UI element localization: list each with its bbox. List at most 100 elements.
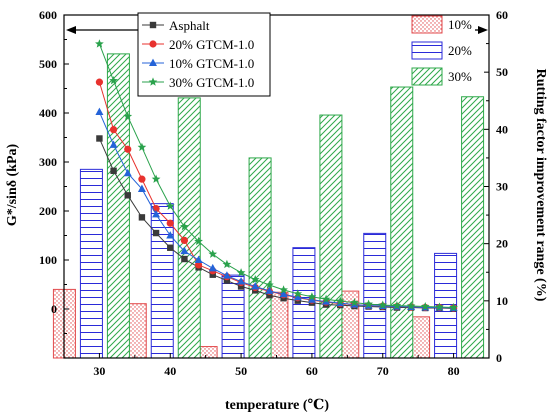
bar-30pct-80 xyxy=(461,96,485,359)
bar-20pct-70 xyxy=(363,232,387,359)
y-left-tick-label: 200 xyxy=(39,204,57,218)
legend-line-label: 30% GTCM-1.0 xyxy=(169,75,254,90)
x-axis-title: temperature (℃) xyxy=(225,398,329,413)
legend-marker xyxy=(149,58,157,66)
series-point xyxy=(279,285,288,294)
right-axis-arrow xyxy=(475,26,488,34)
legend-bar-label: 30% xyxy=(448,69,472,84)
y-left-tick-label: 400 xyxy=(39,106,57,120)
series-point xyxy=(180,246,189,255)
series-point xyxy=(251,282,260,290)
legend-lines: Asphalt 20% GTCM-1.0 10% GTCM-1.0 30% GTCM-… xyxy=(137,12,271,97)
series-point xyxy=(137,184,146,192)
y-left-tick-label: 0 xyxy=(51,302,57,316)
series-point xyxy=(293,289,303,298)
series-point xyxy=(124,145,132,153)
bar-30pct-70 xyxy=(390,86,414,359)
legend-marker xyxy=(148,77,158,86)
y-right-tick-label: 30 xyxy=(496,180,508,194)
series-point xyxy=(109,140,118,148)
series-point xyxy=(152,229,160,237)
bar-30pct-60 xyxy=(319,114,343,359)
bars-layer xyxy=(52,53,485,359)
legend-bar-swatch xyxy=(411,41,443,60)
y-left-tick-label: 500 xyxy=(39,57,57,71)
legend-line-label: 10% GTCM-1.0 xyxy=(169,56,254,71)
series-point xyxy=(208,263,217,272)
series-point xyxy=(194,255,203,263)
series-point xyxy=(209,271,216,278)
series-point xyxy=(123,168,132,177)
series-point xyxy=(95,39,104,48)
series-point xyxy=(95,78,104,86)
series-point xyxy=(208,249,218,258)
series-point xyxy=(321,294,331,303)
series-point xyxy=(350,298,359,307)
series-30-gtcm-1-0 xyxy=(95,39,458,312)
x-tick-label: 80 xyxy=(448,364,460,378)
series-point xyxy=(138,214,146,221)
series-point xyxy=(223,277,231,284)
series-point xyxy=(194,261,203,269)
series-point xyxy=(237,277,246,285)
legend-bar-label: 10% xyxy=(448,17,472,32)
series-point xyxy=(435,302,444,311)
y-left-tick-label: 600 xyxy=(39,8,57,22)
x-tick-label: 40 xyxy=(164,364,176,378)
series-point xyxy=(236,268,246,277)
series-point xyxy=(279,289,288,298)
series-point xyxy=(392,300,402,310)
series-point xyxy=(307,292,317,301)
y-right-tick-label: 60 xyxy=(496,8,508,22)
series-point xyxy=(180,222,189,231)
legend-line-label: 20% GTCM-1.0 xyxy=(169,37,254,52)
series-point xyxy=(266,292,273,299)
series-point xyxy=(406,301,416,310)
bar-20pct-30 xyxy=(79,168,103,359)
y-right-tick-label: 20 xyxy=(496,237,508,251)
series-line xyxy=(98,111,454,309)
series-point xyxy=(237,283,245,290)
legend-marker xyxy=(149,40,157,48)
bar-30pct-30 xyxy=(106,53,130,359)
y-left-tick-label: 300 xyxy=(39,155,57,169)
x-tick-label: 70 xyxy=(377,364,389,378)
series-point xyxy=(250,275,260,284)
series-point xyxy=(165,201,175,210)
legend-bar-label: 20% xyxy=(448,43,472,58)
series-point xyxy=(265,280,274,289)
series-point xyxy=(124,192,131,199)
series-point xyxy=(449,302,458,312)
bar-30pct-40 xyxy=(177,97,201,359)
y-right-tick-label: 10 xyxy=(496,294,508,308)
series-point xyxy=(364,299,373,308)
series-point xyxy=(194,236,203,246)
y-left-tick-label: 100 xyxy=(39,253,57,267)
series-point xyxy=(180,236,189,244)
bar-30pct-50 xyxy=(248,157,272,359)
series-point xyxy=(151,174,161,183)
series-point xyxy=(137,142,147,152)
legend-bars: 10% 20% 30% xyxy=(411,15,472,86)
y-right-tick-label: 0 xyxy=(496,351,502,365)
series-point xyxy=(167,244,174,251)
series-point xyxy=(109,126,118,134)
series-point xyxy=(222,259,232,269)
y-axis-right-title: Rutting factor improvement range (%) xyxy=(533,69,548,302)
series-point xyxy=(138,175,146,183)
series-point xyxy=(96,135,103,142)
y-axis-left-title: G*/sinδ (kPa) xyxy=(5,144,20,227)
series-point xyxy=(95,107,104,116)
series-point xyxy=(307,295,316,303)
axes-layer: 30 40 50 60 70 80 0 100 200 300 400 500 600 0 10 20 30 40… xyxy=(39,8,508,378)
series-point xyxy=(152,210,161,218)
lines-layer xyxy=(95,39,458,312)
legend-line-label: Asphalt xyxy=(169,18,210,33)
legend-marker xyxy=(149,21,157,29)
legend-bar-swatch xyxy=(411,67,443,86)
series-point xyxy=(222,271,231,279)
left-axis-arrow xyxy=(66,26,143,34)
series-point xyxy=(166,231,175,239)
x-tick-label: 60 xyxy=(306,364,318,378)
